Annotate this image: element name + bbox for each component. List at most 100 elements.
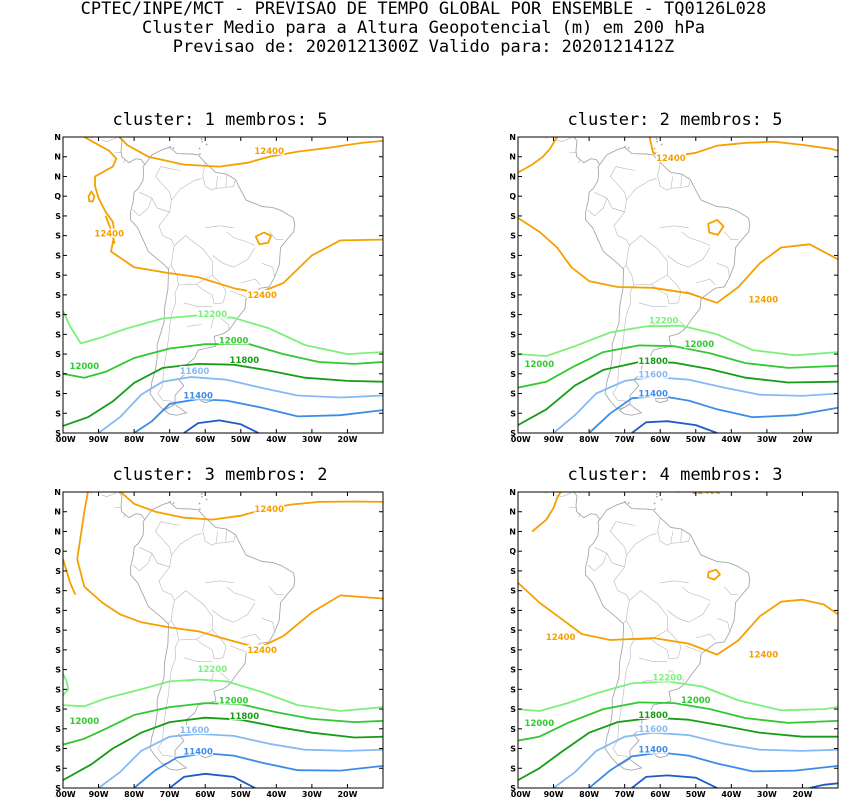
map-frame [62,491,384,789]
contour-label-bg [254,145,285,155]
country-border [556,137,572,143]
country-border [215,180,236,189]
contour-11800 [63,716,383,781]
country-border [624,547,627,556]
contour-label: 11600 [638,371,668,381]
contour-label-bg [748,294,779,304]
island [198,502,201,505]
contour-12400 [87,190,96,203]
lon-label: 70W [160,435,180,444]
country-border [578,158,581,164]
coastline [130,146,296,410]
lat-label: 5S [55,212,61,221]
country-border [594,192,608,199]
contour-label: 11800 [638,711,668,721]
contour-label-bg [179,724,210,734]
lon-label: 80W [124,435,144,444]
lat-label: 20S [510,271,516,280]
lat-label: 45S [55,370,61,379]
geopotential-map: 12400 12400 12200 12000 12000 11800 11600 11400… [510,134,840,444]
lat-label: 5N [510,527,516,536]
lat-label: 25S [55,291,61,300]
country-border [169,192,172,201]
country-border [638,657,668,662]
lat-label: 5N [55,527,61,536]
lat-label: EQ [510,192,516,201]
country-border [261,618,275,633]
contour-11200 [183,419,259,433]
contour-label: 12000 [681,696,711,706]
contour-12400 [254,231,272,246]
country-border [606,198,625,213]
map-content: 12400 12400 12200 12000 12000 11800 11600 11400 [63,492,383,788]
contour-label-bg [183,390,214,400]
country-border [624,192,627,201]
lat-label: 50S [55,745,61,754]
lat-label: 55S [55,764,61,773]
contour-11600 [553,376,838,433]
country-border [158,566,175,624]
coastline [163,758,188,771]
lat-label: 30S [55,311,61,320]
contour-label-bg [197,663,228,673]
map-content: 12400 12400 12400 12200 12000 12000 11800 11600… [63,137,383,433]
contour-label-bg [183,746,214,756]
lon-label: 70W [615,435,635,444]
coastline [655,397,669,404]
coastline [585,501,751,765]
contour-label-bg [69,715,100,725]
map-frame [517,136,839,434]
island [653,508,656,510]
country-border [657,517,672,546]
island [198,153,201,155]
island [624,145,626,148]
country-border [157,533,202,568]
lat-label: 55S [55,409,61,418]
country-border [157,178,202,213]
country-border [670,180,691,189]
contour-12400 [531,492,562,533]
contour-label: 12400 [749,651,779,661]
geopotential-map: 12400 12400 12200 12000 12000 11800 11600 11400… [55,489,385,799]
country-border [625,235,668,286]
lat-label: 20S [510,626,516,635]
country-border [101,137,117,143]
lat-label: 15S [510,251,516,260]
lon-label: 100W [55,790,76,799]
contour-label-bg [247,289,278,299]
contour-11400 [588,394,838,433]
country-border [610,521,625,548]
contour-label: 12200 [198,665,228,675]
country-border [723,231,739,240]
lon-label: 100W [510,435,531,444]
contour-12400 [76,492,383,649]
contour-11800 [63,362,383,427]
island [172,502,175,504]
island [627,502,630,504]
country-border [169,547,172,556]
contour-label: 12200 [653,673,683,683]
lon-label: 40W [721,790,741,799]
lon-label: 90W [544,435,564,444]
lon-label: 90W [544,790,564,799]
panel-title: cluster: 3 membros: 2 [112,465,328,485]
country-border [113,151,122,154]
lat-label: 10N [510,508,516,517]
contour-label: 11600 [638,725,668,735]
contour-12400 [706,568,721,581]
lon-label: 60W [195,435,215,444]
contour-label: 12000 [219,696,249,706]
lat-label: 60S [510,429,516,438]
country-border [202,517,217,546]
lat-label: 60S [55,429,61,438]
lon-label: 40W [721,435,741,444]
country-border [680,529,682,543]
contour-11400 [133,752,383,788]
contour-11200 [809,782,838,788]
contour-12400 [119,492,383,521]
contour-label-bg [684,339,715,349]
country-border [268,586,284,595]
country-border [695,278,716,286]
lon-label: 20W [792,790,812,799]
country-border [113,506,122,509]
